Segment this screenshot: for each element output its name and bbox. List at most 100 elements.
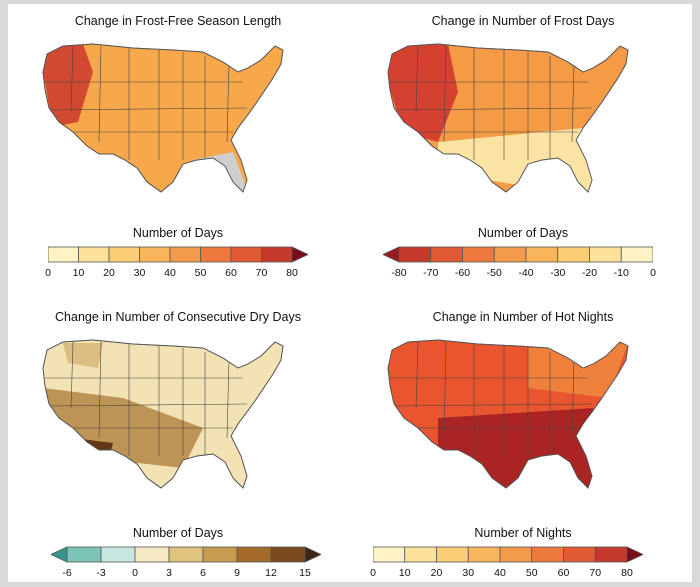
- colorbar-arrow-left: [383, 246, 400, 263]
- state-boundary: [70, 341, 74, 409]
- state-boundary: [391, 107, 593, 111]
- legend-title: Number of Days: [477, 226, 569, 240]
- colorbar-tick-label: -30: [550, 267, 566, 279]
- panel-title: Change in Frost-Free Season Length: [74, 14, 282, 28]
- colorbar-cell: [139, 246, 171, 263]
- us-map-frost-days: [387, 43, 629, 193]
- colorbar-swatches: [48, 246, 308, 263]
- state-boundary: [46, 403, 248, 407]
- colorbar: 0 10 20 30 40 50 60 70 80: [45, 246, 308, 281]
- colorbar-cell: [404, 546, 437, 563]
- colorbar-tick-label: 10: [398, 567, 411, 579]
- colorbar-tick-label: 80: [286, 267, 298, 279]
- colorbar-arrow-right: [626, 546, 643, 563]
- panel-title: Change in Number of Consecutive Dry Days: [55, 310, 301, 324]
- panel-title: Change in Number of Hot Nights: [432, 310, 614, 324]
- colorbar-cell: [236, 546, 272, 563]
- colorbar-cell: [270, 546, 306, 563]
- colorbar-cell: [169, 246, 201, 263]
- colorbar-cell: [525, 246, 559, 263]
- colorbar-tick-label: -10: [613, 267, 629, 279]
- state-boundary: [571, 63, 575, 143]
- colorbar-tick-label: 20: [103, 267, 115, 279]
- panel-title: Change in Number of Frost Days: [431, 14, 615, 28]
- colorbar-tick-label: -6: [62, 567, 72, 579]
- colorbar-tick-label: 80: [621, 567, 633, 579]
- colorbar-cell: [230, 246, 262, 263]
- colorbar: -80 -70 -60 -50 -40 -30 -20 -10 0: [383, 246, 656, 281]
- colorbar-tick-label: 20: [430, 567, 443, 579]
- state-boundary: [443, 341, 447, 439]
- colorbar-arrow-left: [51, 546, 68, 563]
- colorbar-cell: [462, 246, 495, 263]
- state-boundary: [443, 45, 447, 143]
- map-region: [43, 44, 93, 127]
- colorbar-tick-label: 10: [72, 267, 85, 279]
- colorbar-tick-label: -40: [518, 267, 534, 279]
- colorbar-cell: [499, 546, 533, 563]
- us-map-frost-free: [42, 43, 284, 193]
- colorbar-tick-label: 30: [133, 267, 146, 279]
- colorbar-cell: [620, 246, 653, 263]
- panel-hot-nights: Change in Number of Hot Nights Number of…: [358, 300, 688, 585]
- colorbar-cell: [436, 546, 469, 563]
- colorbar-cell: [261, 246, 293, 263]
- colorbar-tick-label: -20: [581, 267, 598, 279]
- state-boundary: [98, 45, 102, 143]
- colorbar-tick-label: 50: [194, 267, 207, 279]
- colorbar-cell: [78, 246, 110, 263]
- us-border: [42, 339, 284, 489]
- colorbar-tick-label: 40: [164, 267, 176, 279]
- colorbar-tick-label: 12: [265, 567, 277, 579]
- colorbar-cell: [200, 246, 232, 263]
- colorbar-cell: [202, 546, 238, 563]
- colorbar-cell: [134, 546, 170, 563]
- colorbar-tick-label: 70: [589, 567, 602, 579]
- colorbar-tick-label: 0: [45, 267, 51, 279]
- colorbar-cell: [493, 246, 527, 263]
- us-border: [387, 43, 629, 193]
- us-border: [42, 43, 284, 193]
- figure-frame: Change in Frost-Free Season Length Numbe…: [8, 4, 692, 582]
- colorbar-tick-label: 0: [132, 567, 138, 579]
- state-boundary: [391, 403, 593, 407]
- colorbar-tick-label: 60: [225, 267, 237, 279]
- us-map-hot-nights: [387, 339, 629, 489]
- colorbar-cell: [557, 246, 590, 263]
- colorbar-cell: [594, 546, 628, 563]
- colorbar-swatches: [373, 546, 643, 563]
- colorbar-cell: [563, 546, 596, 563]
- colorbar-cell: [168, 546, 204, 563]
- colorbar-tick-label: 60: [557, 567, 570, 579]
- legend-title: Number of Days: [132, 226, 224, 240]
- state-boundary: [415, 341, 419, 409]
- colorbar-tick-label: -70: [423, 267, 439, 279]
- us-map-dry-days: [42, 339, 284, 489]
- colorbar-tick-label: -60: [454, 267, 471, 279]
- colorbar-tick-label: 15: [299, 567, 311, 579]
- colorbar-cell: [398, 246, 432, 263]
- state-boundary: [70, 45, 74, 113]
- colorbar-tick-label: 6: [200, 567, 206, 579]
- state-boundary: [571, 359, 575, 439]
- legend-title: Number of Nights: [474, 526, 572, 540]
- colorbar-cell: [108, 246, 140, 263]
- colorbar-cell: [531, 546, 564, 563]
- legend-title: Number of Days: [132, 526, 224, 540]
- colorbar-cell: [66, 546, 102, 563]
- state-boundary: [415, 45, 419, 113]
- map-region: [388, 44, 458, 142]
- map-region: [528, 343, 628, 398]
- state-boundary: [46, 107, 248, 111]
- colorbar-tick-label: 0: [370, 567, 376, 579]
- colorbar: -6 -3 0 3 6 9 12 15: [51, 546, 321, 581]
- colorbar-tick-label: 70: [255, 267, 268, 279]
- state-boundary: [226, 359, 230, 439]
- colorbar-cell: [430, 246, 463, 263]
- colorbar-tick-label: -50: [486, 267, 502, 279]
- colorbar-tick-label: -3: [96, 567, 106, 579]
- panel-frost-days: Change in Number of Frost Days Number of…: [358, 4, 688, 289]
- colorbar-tick-label: 0: [650, 267, 656, 279]
- colorbar-tick-label: 3: [166, 567, 172, 579]
- colorbar-arrow-right: [304, 546, 321, 563]
